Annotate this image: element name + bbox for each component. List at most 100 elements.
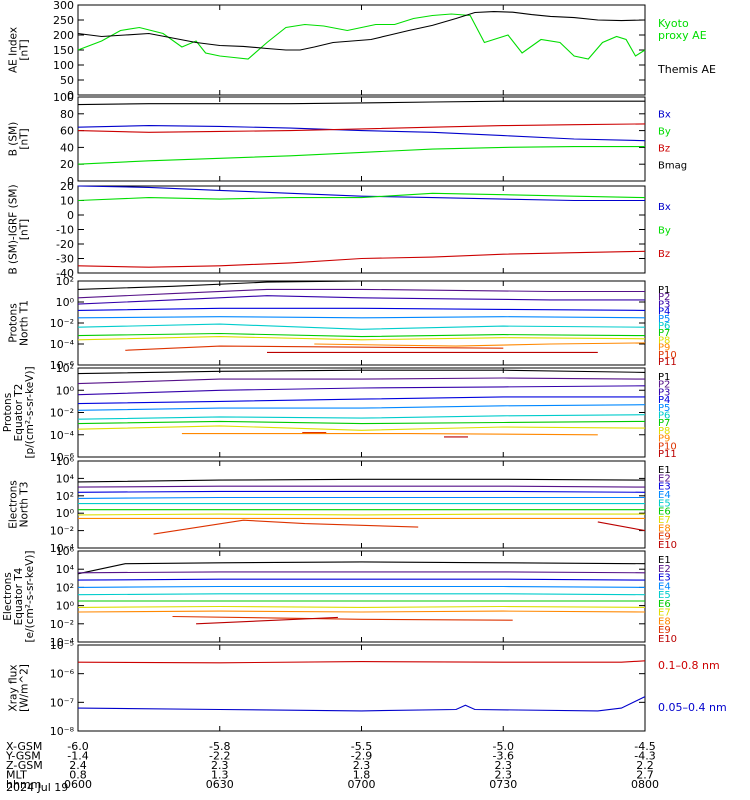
legend-label-p11: P11: [658, 357, 677, 368]
series-line-bz: [77, 250, 646, 268]
legend-label-p6: P6: [658, 411, 670, 422]
y-tick-label: 0: [67, 175, 74, 188]
series-line-p9: [314, 342, 646, 347]
legend-label-e3: E3: [658, 573, 671, 584]
y-axis-label: North T1: [19, 300, 31, 346]
legend-label-p5: P5: [658, 314, 670, 325]
y-tick-label: 10⁻⁴: [50, 542, 75, 555]
legend-label-p6: P6: [658, 321, 670, 332]
y-axis-label: Protons: [2, 393, 14, 432]
y-axis-label: Xray flux: [8, 665, 20, 712]
y-tick-label: 10⁻⁴: [50, 636, 75, 649]
y-tick-label: 200: [53, 29, 74, 42]
y-tick-label: 80: [60, 108, 74, 121]
y-tick-label: 10⁻⁶: [50, 359, 75, 372]
y-tick-label: 20: [60, 158, 74, 171]
legend-label-by: By: [658, 127, 671, 138]
series-line-p8: [77, 336, 646, 341]
y-axis-label: AE Index: [8, 27, 20, 73]
y-tick-label: 100: [53, 59, 74, 72]
y-axis-label: [nT]: [19, 39, 31, 60]
legend-label-p1: P1: [658, 285, 670, 296]
x-axis-value: -2.2: [209, 750, 230, 763]
legend-label-e7: E7: [658, 515, 671, 526]
y-axis-label: [nT]: [19, 128, 31, 149]
series-line-0-05-0-4-nm: [77, 696, 646, 712]
series-line-by: [77, 192, 646, 202]
y-tick-label: 10⁻⁶: [50, 668, 75, 681]
series-line-p5: [77, 316, 646, 319]
legend-label-e10: E10: [658, 540, 677, 551]
legend-label-p7: P7: [658, 328, 670, 339]
x-axis-value: 2.4: [69, 759, 87, 772]
x-axis-value: -3.6: [493, 750, 514, 763]
series-line-p3: [77, 295, 645, 305]
legend-label-e4: E4: [658, 490, 671, 501]
y-tick-label: 150: [53, 44, 74, 57]
legend-label-e1: E1: [658, 465, 671, 476]
y-axis-label: [nT]: [19, 219, 31, 240]
y-axis-label: B (SM)-IGRF (SM): [8, 184, 20, 274]
x-axis-value: 0.8: [69, 769, 87, 782]
series-line-e9: [153, 519, 419, 535]
x-axis-value: -5.0: [493, 740, 514, 753]
series-line-bx: [77, 125, 646, 142]
x-axis-row-label: X-GSM: [6, 740, 42, 753]
legend-label-p8: P8: [658, 335, 670, 346]
y-tick-label: 10⁰: [56, 507, 75, 520]
x-axis-value: -2.9: [351, 750, 372, 763]
legend-label-p9: P9: [658, 434, 670, 445]
legend-label-themis-ae: Themis AE: [657, 63, 716, 76]
y-tick-label: -20: [56, 238, 74, 251]
legend-label-bmag: Bmag: [658, 161, 687, 172]
panel-frame-7: [77, 550, 646, 643]
series-line-e1: [77, 561, 646, 575]
x-axis-value: 0630: [206, 778, 234, 791]
y-tick-label: 10⁻²: [50, 525, 74, 538]
y-tick-label: 10⁶: [56, 545, 75, 558]
legend-label-bz: Bz: [658, 144, 670, 155]
legend-label-e5: E5: [658, 498, 671, 509]
legend-label-e6: E6: [658, 507, 671, 518]
series-line-p1: [77, 369, 646, 375]
series-line-p1: [77, 280, 645, 290]
legend-label-p2: P2: [658, 292, 670, 303]
x-axis-value: 0700: [348, 778, 376, 791]
date-label: 2024 Jul 19: [6, 781, 69, 794]
y-tick-label: 0: [67, 89, 74, 102]
panel-frame-8: [77, 644, 646, 732]
legend-label-e2: E2: [658, 564, 671, 575]
y-tick-label: 10⁻²: [50, 618, 74, 631]
x-axis-row-label: Z-GSM: [6, 759, 43, 772]
series-line-p9: [181, 433, 598, 436]
x-axis-value: 0730: [489, 778, 517, 791]
legend-label-kyoto-proxy-ae: Kyoto: [658, 17, 689, 30]
series-line-e2: [77, 485, 646, 488]
y-tick-label: 10⁶: [56, 455, 75, 468]
y-tick-label: -40: [56, 267, 74, 280]
y-tick-label: 300: [53, 0, 74, 12]
y-tick-label: 10⁻²: [50, 317, 74, 330]
legend-label-p3: P3: [658, 387, 670, 398]
x-axis-value: 0800: [631, 778, 659, 791]
y-tick-label: 10⁻⁴: [50, 338, 75, 351]
x-axis-value: 2.3: [495, 759, 513, 772]
y-tick-label: 10⁻⁸: [50, 725, 75, 738]
legend-label-p7: P7: [658, 418, 670, 429]
legend-label-e2: E2: [658, 473, 671, 484]
x-axis-value: 2.2: [636, 759, 654, 772]
x-axis-value: 0600: [64, 778, 92, 791]
x-axis-value: -4.5: [634, 740, 655, 753]
legend-label-kyoto-proxy-ae: proxy AE: [658, 29, 707, 42]
series-line-p6: [77, 323, 646, 330]
x-axis-value: 2.7: [636, 769, 654, 782]
y-tick-label: 20: [60, 180, 74, 193]
y-tick-label: 50: [60, 74, 74, 87]
y-axis-label: [e/(cm²-s-sr-keV)]: [24, 551, 36, 643]
legend-label-p9: P9: [658, 343, 670, 354]
series-line-p8: [77, 425, 646, 431]
legend-label-p4: P4: [658, 395, 670, 406]
series-line-p2: [77, 377, 646, 385]
y-tick-label: 10: [60, 195, 74, 208]
